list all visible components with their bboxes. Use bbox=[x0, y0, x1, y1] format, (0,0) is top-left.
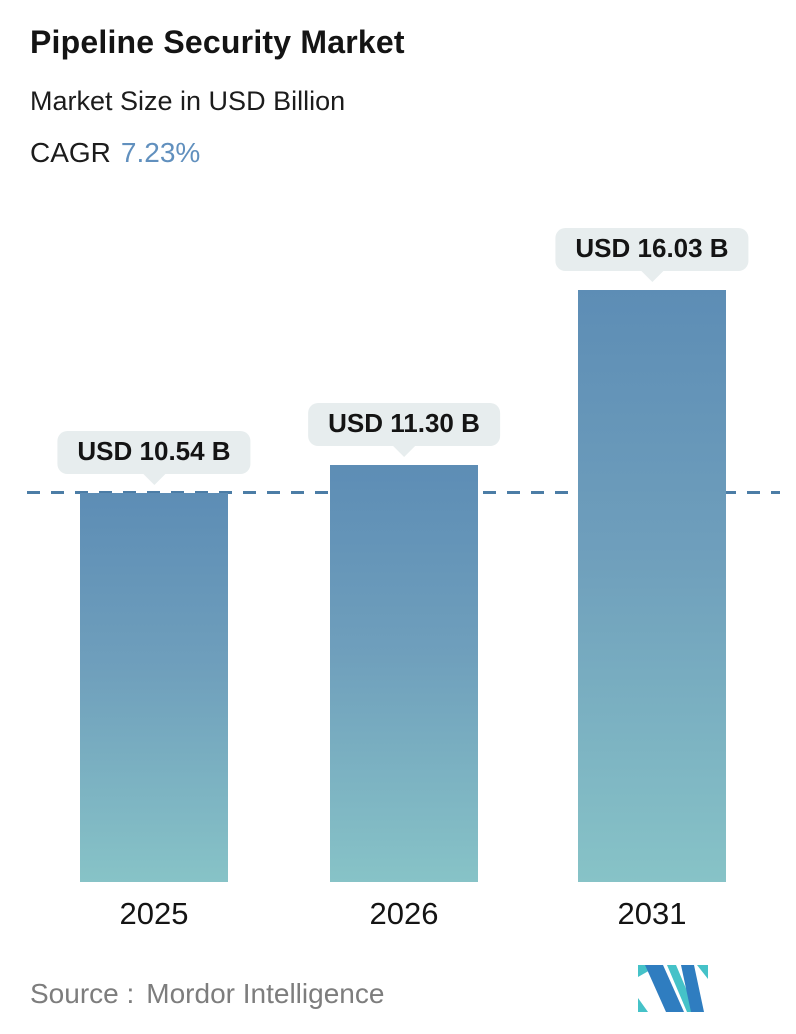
bar-2031 bbox=[578, 290, 726, 882]
chart-subtitle: Market Size in USD Billion bbox=[30, 86, 346, 116]
axis-label-2026: 2026 bbox=[369, 896, 439, 931]
axis-label-2025: 2025 bbox=[119, 896, 189, 931]
callout-pointer-icon bbox=[142, 473, 166, 485]
callout-pointer-icon bbox=[640, 270, 664, 282]
value-callout-2025: USD 10.54 B bbox=[57, 431, 251, 485]
source-label: Source : bbox=[30, 978, 135, 1009]
value-callout-2031: USD 16.03 B bbox=[555, 228, 749, 282]
bar-2025 bbox=[80, 493, 228, 882]
cagr-row: CAGR 7.23% bbox=[30, 137, 200, 169]
source-value: Mordor Intelligence bbox=[146, 978, 385, 1009]
callout-pointer-icon bbox=[392, 445, 416, 457]
mordor-intelligence-logo bbox=[638, 965, 708, 1012]
value-label-2026: USD 11.30 B bbox=[308, 403, 500, 446]
axis-label-2031: 2031 bbox=[617, 896, 687, 931]
bar-2026 bbox=[330, 465, 478, 882]
value-callout-2026: USD 11.30 B bbox=[308, 403, 500, 457]
cagr-value: 7.23% bbox=[120, 137, 201, 168]
source-attribution: Source : Mordor Intelligence bbox=[30, 978, 384, 1010]
value-label-2025: USD 10.54 B bbox=[57, 431, 251, 474]
value-label-2031: USD 16.03 B bbox=[555, 228, 749, 271]
page-title: Pipeline Security Market bbox=[30, 24, 405, 60]
cagr-label: CAGR bbox=[30, 137, 111, 168]
